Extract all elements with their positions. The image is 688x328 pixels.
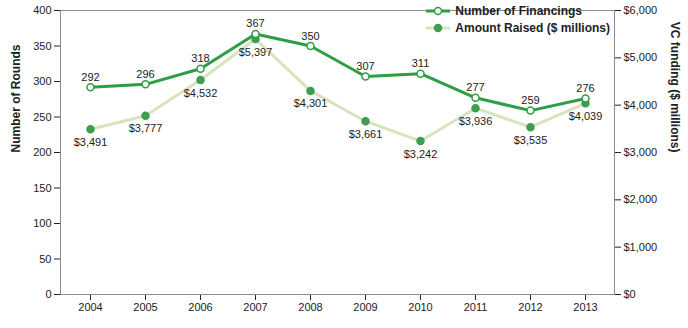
svg-text:259: 259 xyxy=(521,94,539,106)
svg-text:$3,777: $3,777 xyxy=(129,122,163,134)
svg-text:$6,000: $6,000 xyxy=(624,4,658,16)
svg-text:300: 300 xyxy=(33,75,51,87)
svg-text:$1,000: $1,000 xyxy=(624,241,658,253)
svg-text:100: 100 xyxy=(33,217,51,229)
svg-text:2013: 2013 xyxy=(573,301,597,313)
svg-text:350: 350 xyxy=(301,30,319,42)
html-text:Amount Raised ($ millions): Amount Raised ($ millions) xyxy=(455,20,610,35)
svg-text:$0: $0 xyxy=(624,288,636,300)
svg-text:$4,039: $4,039 xyxy=(569,110,603,122)
svg-text:2006: 2006 xyxy=(188,301,212,313)
svg-text:$2,000: $2,000 xyxy=(624,193,658,205)
svg-text:350: 350 xyxy=(33,40,51,52)
svg-text:2005: 2005 xyxy=(133,301,157,313)
svg-text:VC funding ($ millions): VC funding ($ millions) xyxy=(668,22,682,153)
svg-text:$3,242: $3,242 xyxy=(404,148,438,160)
svg-text:2012: 2012 xyxy=(518,301,542,313)
svg-text:307: 307 xyxy=(356,60,374,72)
svg-text:$5,000: $5,000 xyxy=(624,51,658,63)
svg-text:$3,535: $3,535 xyxy=(514,134,548,146)
svg-text:276: 276 xyxy=(576,82,594,94)
svg-text:367: 367 xyxy=(246,17,264,29)
svg-text:296: 296 xyxy=(136,68,154,80)
svg-text:2009: 2009 xyxy=(353,301,377,313)
svg-text:250: 250 xyxy=(33,111,51,123)
svg-text:292: 292 xyxy=(81,71,99,83)
svg-text:$3,661: $3,661 xyxy=(349,128,383,140)
svg-text:$4,532: $4,532 xyxy=(184,87,218,99)
svg-text:200: 200 xyxy=(33,146,51,158)
svg-text:50: 50 xyxy=(39,253,51,265)
svg-text:400: 400 xyxy=(33,4,51,16)
svg-text:Number of Rounds: Number of Rounds xyxy=(9,44,23,152)
svg-text:0: 0 xyxy=(45,288,51,300)
svg-text:2011: 2011 xyxy=(464,301,488,313)
svg-text:277: 277 xyxy=(466,81,484,93)
svg-text:2008: 2008 xyxy=(298,301,322,313)
svg-text:$3,491: $3,491 xyxy=(74,136,108,148)
svg-text:$3,000: $3,000 xyxy=(624,146,658,158)
svg-text:2010: 2010 xyxy=(408,301,432,313)
svg-text:2007: 2007 xyxy=(243,301,267,313)
html-text:Number of Financings: Number of Financings xyxy=(455,3,582,18)
svg-text:$3,936: $3,936 xyxy=(459,115,493,127)
svg-text:$4,000: $4,000 xyxy=(624,99,658,111)
svg-text:150: 150 xyxy=(33,182,51,194)
svg-text:311: 311 xyxy=(412,57,430,69)
svg-text:$4,301: $4,301 xyxy=(294,97,328,109)
svg-text:318: 318 xyxy=(191,52,209,64)
svg-text:2004: 2004 xyxy=(78,301,102,313)
svg-text:$5,397: $5,397 xyxy=(239,46,273,58)
